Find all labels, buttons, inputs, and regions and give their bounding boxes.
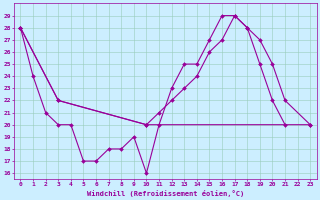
X-axis label: Windchill (Refroidissement éolien,°C): Windchill (Refroidissement éolien,°C) — [87, 190, 244, 197]
